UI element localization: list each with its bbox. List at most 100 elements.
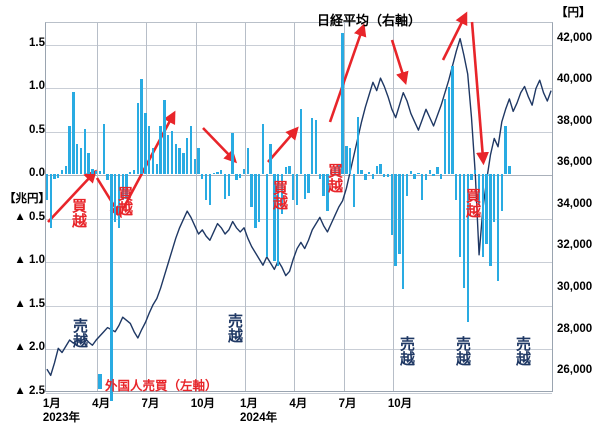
bar	[174, 143, 177, 175]
bar	[110, 174, 113, 401]
left-axis-tick: ▲ 2.0	[14, 341, 45, 354]
trend-arrow-down	[390, 39, 409, 85]
bar	[273, 174, 276, 262]
bar	[508, 165, 511, 175]
bar	[193, 158, 196, 175]
bar	[481, 174, 485, 258]
bar	[45, 174, 49, 201]
trend-arrow-up	[441, 11, 468, 61]
bar	[447, 87, 450, 175]
bar	[276, 174, 280, 266]
bar	[462, 174, 466, 288]
trend-arrow-down	[202, 127, 238, 164]
bar	[242, 169, 246, 175]
bar	[265, 174, 268, 258]
bar	[102, 123, 105, 175]
x-axis-tick: 4月	[289, 398, 308, 410]
bar	[489, 174, 492, 266]
nikkei-series-label: 日経平均（右軸）	[317, 13, 422, 28]
annotation-net-buying: 買 越	[118, 186, 134, 218]
gridline-vertical	[294, 23, 296, 391]
bar	[322, 174, 325, 197]
bar	[155, 163, 158, 175]
bar	[394, 174, 397, 266]
x-axis-tick: 4月	[92, 398, 111, 410]
foreign-trading-legend-label: 外国人売買（左軸）	[105, 379, 218, 393]
gridline-horizontal	[46, 44, 552, 46]
gridline-vertical	[97, 23, 99, 391]
x-axis-tick: 7月	[338, 398, 357, 410]
bar	[451, 65, 454, 175]
bar	[49, 174, 52, 229]
nikkei-line	[46, 37, 552, 377]
bar	[182, 152, 185, 175]
gridline-vertical	[146, 23, 148, 391]
bar	[311, 117, 314, 175]
left-axis-tick: ▲ 1.0	[14, 254, 45, 267]
bar	[295, 174, 299, 205]
bar	[53, 174, 56, 179]
bar	[383, 174, 386, 177]
bar	[68, 126, 71, 175]
bar	[288, 165, 291, 175]
bar	[117, 174, 121, 229]
bar	[95, 170, 98, 175]
bar	[178, 148, 181, 175]
right-axis-tick: 30,000	[557, 281, 593, 294]
left-axis-tick: ▲ 1.5	[14, 297, 45, 310]
bar	[197, 148, 200, 175]
bar	[364, 174, 367, 180]
bar	[443, 99, 447, 175]
left-axis-tick: 0.0	[29, 167, 45, 180]
bar	[185, 137, 189, 175]
bar	[371, 174, 375, 179]
bar	[250, 174, 253, 208]
left-axis-tick: 0.5	[29, 123, 45, 136]
x-axis-tick: 1月 2024年	[240, 398, 278, 425]
nikkei-polyline	[46, 37, 552, 377]
gridline-horizontal	[46, 393, 552, 394]
bar	[201, 174, 204, 179]
x-axis-tick: 7月	[141, 398, 160, 410]
right-axis-tick: 36,000	[557, 156, 593, 169]
bar	[132, 170, 136, 175]
gridline-vertical	[245, 23, 247, 391]
gridline-vertical	[195, 23, 197, 391]
bar	[121, 174, 124, 201]
bar	[402, 174, 405, 290]
right-axis-tick: 26,000	[557, 364, 593, 377]
gridline-horizontal	[46, 262, 552, 264]
bar	[167, 135, 170, 175]
x-axis-tick: 1月 2023年	[42, 398, 80, 425]
bar	[314, 120, 318, 175]
gridline-horizontal	[46, 349, 552, 351]
right-axis-tick: 28,000	[557, 322, 593, 335]
bar	[208, 174, 212, 205]
bar	[477, 174, 481, 205]
x-axis-tick: 10月	[387, 398, 413, 410]
trend-arrow-up	[267, 126, 299, 163]
gridline-horizontal	[46, 305, 552, 307]
bar	[159, 126, 162, 175]
gridline-horizontal	[46, 218, 552, 220]
annotation-net-selling: 売 越	[400, 336, 416, 368]
annotation-net-buying: 買 越	[328, 163, 344, 195]
annotation-net-selling: 売 越	[456, 336, 472, 368]
bar	[493, 174, 496, 223]
bar	[151, 148, 155, 175]
bar	[485, 174, 488, 244]
trend-arrow-up	[47, 169, 97, 223]
annotation-net-buying: 買 越	[466, 188, 482, 220]
bar	[356, 116, 359, 175]
bar	[360, 170, 363, 175]
left-axis-tick: 1.0	[29, 80, 45, 93]
bar	[239, 174, 242, 178]
bar	[345, 146, 348, 175]
bar	[136, 102, 140, 175]
bar	[125, 174, 128, 199]
right-axis-tick: 34,000	[557, 197, 593, 210]
bar	[439, 174, 443, 179]
bar	[330, 170, 333, 175]
bar	[337, 163, 340, 175]
bar	[496, 174, 500, 281]
